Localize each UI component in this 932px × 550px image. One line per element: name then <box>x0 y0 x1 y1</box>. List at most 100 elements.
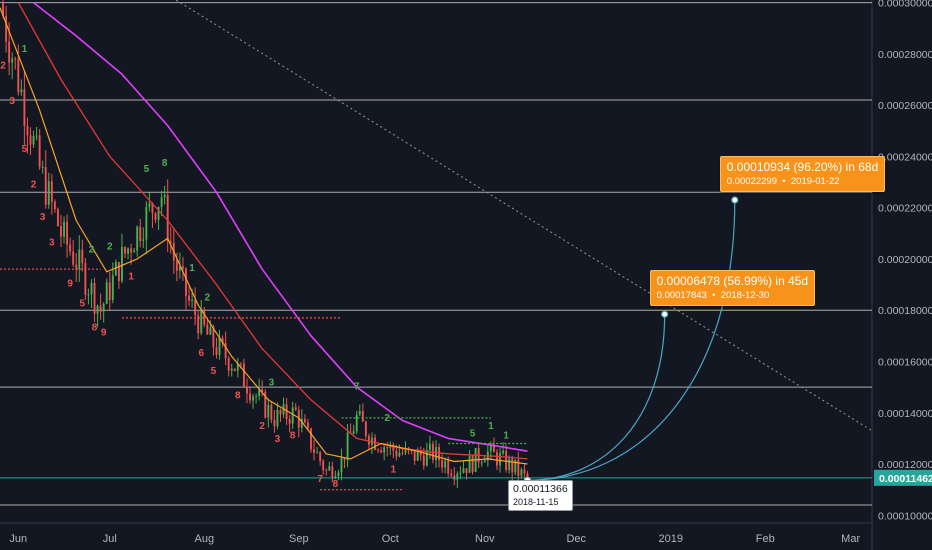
candle-body-23 <box>72 251 75 265</box>
projection-arc-1 <box>527 314 666 481</box>
sequence-label-red-9: 9 <box>101 328 107 339</box>
y-tick-2: 0.00026000 <box>878 100 932 112</box>
y-tick-7: 0.00016000 <box>878 356 932 368</box>
sequence-label-green-4: 8 <box>162 158 168 169</box>
candle-body-93 <box>285 404 288 420</box>
candles <box>2 0 529 488</box>
origin-price-box[interactable]: 0.00011366 2018-11-15 <box>508 480 573 511</box>
candle-body-122 <box>374 437 376 450</box>
candle-body-75 <box>230 368 233 371</box>
sequence-label-red-12: 5 <box>211 366 217 377</box>
origin-date: 2018-11-15 <box>513 497 559 507</box>
candle-body-78 <box>239 363 242 365</box>
candle-body-165 <box>505 450 508 471</box>
candle-body-163 <box>499 453 501 466</box>
candle-body-100 <box>306 422 309 429</box>
sequence-label-green-10: 5 <box>470 429 476 440</box>
candle-body-6 <box>20 89 23 93</box>
ma-mid-line <box>17 2 528 460</box>
y-tick-10: 0.00010000 <box>878 510 932 522</box>
candle-body-16 <box>50 181 53 202</box>
candle-body-67 <box>206 324 209 335</box>
sequence-label-red-15: 3 <box>275 434 281 445</box>
candle-body-49 <box>151 203 154 214</box>
candle-body-57 <box>175 260 178 271</box>
projection-target-dot-1 <box>661 310 669 318</box>
sequence-label-green-7: 3 <box>269 378 275 389</box>
candle-body-161 <box>492 444 495 453</box>
candle-body-144 <box>441 460 444 468</box>
x-tick-jul: Jul <box>103 533 117 545</box>
candle-body-84 <box>258 389 261 397</box>
sequence-label-green-0: 1 <box>22 44 28 55</box>
sequence-label-green-3: 5 <box>144 164 150 175</box>
candle-body-13 <box>41 167 44 169</box>
sequence-label-green-6: 2 <box>205 293 211 304</box>
candle-body-1 <box>5 15 8 42</box>
candle-body-60 <box>185 268 187 296</box>
sequence-label-red-3: 5 <box>22 144 28 155</box>
candle-body-27 <box>84 263 87 295</box>
candle-body-151 <box>462 468 465 473</box>
sequence-label-green-8: 7 <box>354 382 360 393</box>
candle-body-45 <box>139 226 142 241</box>
candle-body-37 <box>114 262 117 276</box>
candle-body-7 <box>23 89 26 127</box>
candle-body-33 <box>102 303 105 312</box>
sequence-label-red-7: 5 <box>80 299 86 310</box>
candle-body-89 <box>273 419 276 427</box>
candle-body-77 <box>236 363 239 371</box>
sequence-label-red-6: 9 <box>67 278 73 289</box>
candle-body-42 <box>130 248 133 253</box>
candle-body-17 <box>53 201 56 210</box>
x-tick-sep: Sep <box>289 533 309 545</box>
candle-body-18 <box>56 209 59 227</box>
candle-body-15 <box>47 181 50 205</box>
candle-body-46 <box>142 239 145 241</box>
candle-body-61 <box>188 295 190 301</box>
candle-body-162 <box>496 452 498 466</box>
candle-body-74 <box>227 358 230 371</box>
candle-body-129 <box>395 450 398 457</box>
projection-callout-1[interactable]: 0.00006478 (56.99%) in 45d 0.00017843 • … <box>649 270 816 307</box>
candle-body-28 <box>87 294 90 296</box>
sequence-label-red-13: 8 <box>235 390 241 401</box>
candle-body-113 <box>346 432 349 461</box>
dotted-trendline <box>175 0 873 432</box>
candle-body-142 <box>435 447 437 460</box>
candle-body-90 <box>276 409 279 427</box>
candle-body-40 <box>124 247 126 254</box>
candle-body-8 <box>26 126 29 136</box>
sequence-label-red-2: 3 <box>40 212 46 223</box>
candle-body-14 <box>44 167 47 205</box>
ma-slow-line <box>33 1 528 452</box>
candle-body-87 <box>267 404 270 418</box>
candle-body-86 <box>264 391 267 418</box>
candle-body-118 <box>361 411 364 422</box>
candle-body-95 <box>291 407 294 424</box>
candle-body-35 <box>108 282 111 300</box>
candle-body-79 <box>242 363 245 387</box>
candle-body-123 <box>377 449 380 451</box>
candle-body-43 <box>133 250 136 253</box>
y-tick-5: 0.00020000 <box>878 254 932 266</box>
candle-body-76 <box>233 368 236 371</box>
sequence-label-red-18: 8 <box>333 479 339 490</box>
candle-body-5 <box>17 58 20 93</box>
candle-body-12 <box>38 135 41 168</box>
candle-body-103 <box>316 452 319 454</box>
candle-body-117 <box>358 411 361 415</box>
candle-body-128 <box>392 444 395 451</box>
candle-body-66 <box>203 309 206 325</box>
projection-callout-2[interactable]: 0.00010934 (96.20%) in 68d 0.00022299 • … <box>719 155 886 192</box>
candle-body-110 <box>337 472 340 477</box>
candle-body-38 <box>117 262 120 282</box>
candle-body-48 <box>148 203 151 207</box>
candle-body-25 <box>78 249 81 269</box>
sequence-label-red-17: 7 <box>317 474 323 485</box>
candle-body-30 <box>93 283 96 314</box>
candle-body-54 <box>166 194 169 242</box>
candle-body-104 <box>319 452 322 462</box>
candle-body-81 <box>249 393 251 401</box>
